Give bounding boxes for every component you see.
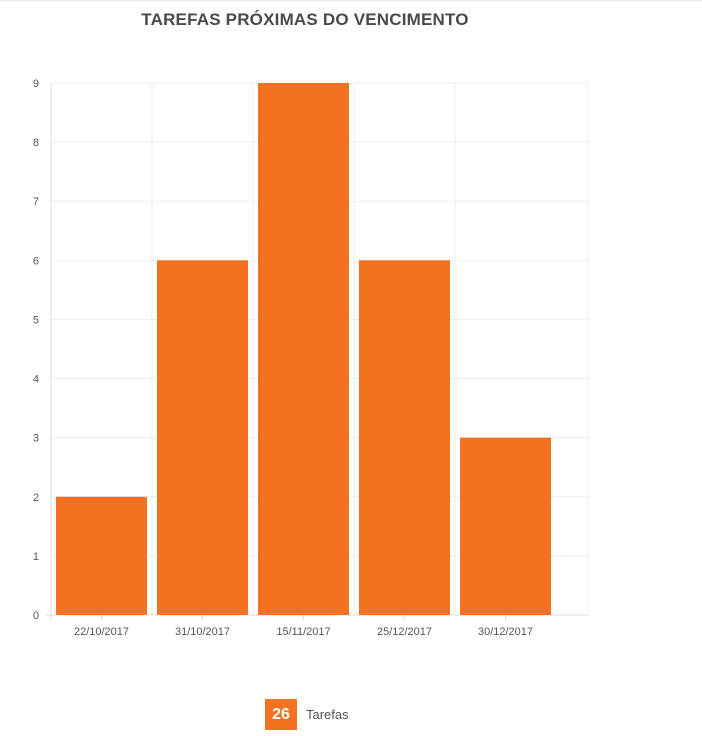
legend-total-badge: 26 <box>265 699 297 730</box>
bar <box>157 260 248 615</box>
x-tick-label: 30/12/2017 <box>478 626 533 638</box>
bar <box>258 83 349 615</box>
chart-title: TAREFAS PRÓXIMAS DO VENCIMENTO <box>141 10 469 29</box>
legend: 26 Tarefas <box>265 699 349 730</box>
y-tick-label: 5 <box>33 314 39 326</box>
top-divider <box>0 0 702 1</box>
y-tick-label: 4 <box>33 374 39 386</box>
y-tick-label: 2 <box>33 492 39 504</box>
y-tick-label: 6 <box>33 255 39 267</box>
y-tick-label: 7 <box>33 196 39 208</box>
x-tick-label: 22/10/2017 <box>74 626 129 638</box>
bar <box>359 260 450 615</box>
y-tick-label: 9 <box>33 78 39 90</box>
x-tick-label: 25/12/2017 <box>377 626 432 638</box>
bar <box>460 437 551 615</box>
x-tick-label: 31/10/2017 <box>175 626 230 638</box>
y-tick-label: 8 <box>33 137 39 149</box>
y-tick-label: 1 <box>33 551 39 563</box>
legend-label: Tarefas <box>306 707 349 722</box>
x-tick-label: 15/11/2017 <box>276 626 330 638</box>
bar <box>56 496 147 615</box>
y-tick-label: 3 <box>33 433 39 445</box>
y-tick-label: 0 <box>33 610 39 622</box>
